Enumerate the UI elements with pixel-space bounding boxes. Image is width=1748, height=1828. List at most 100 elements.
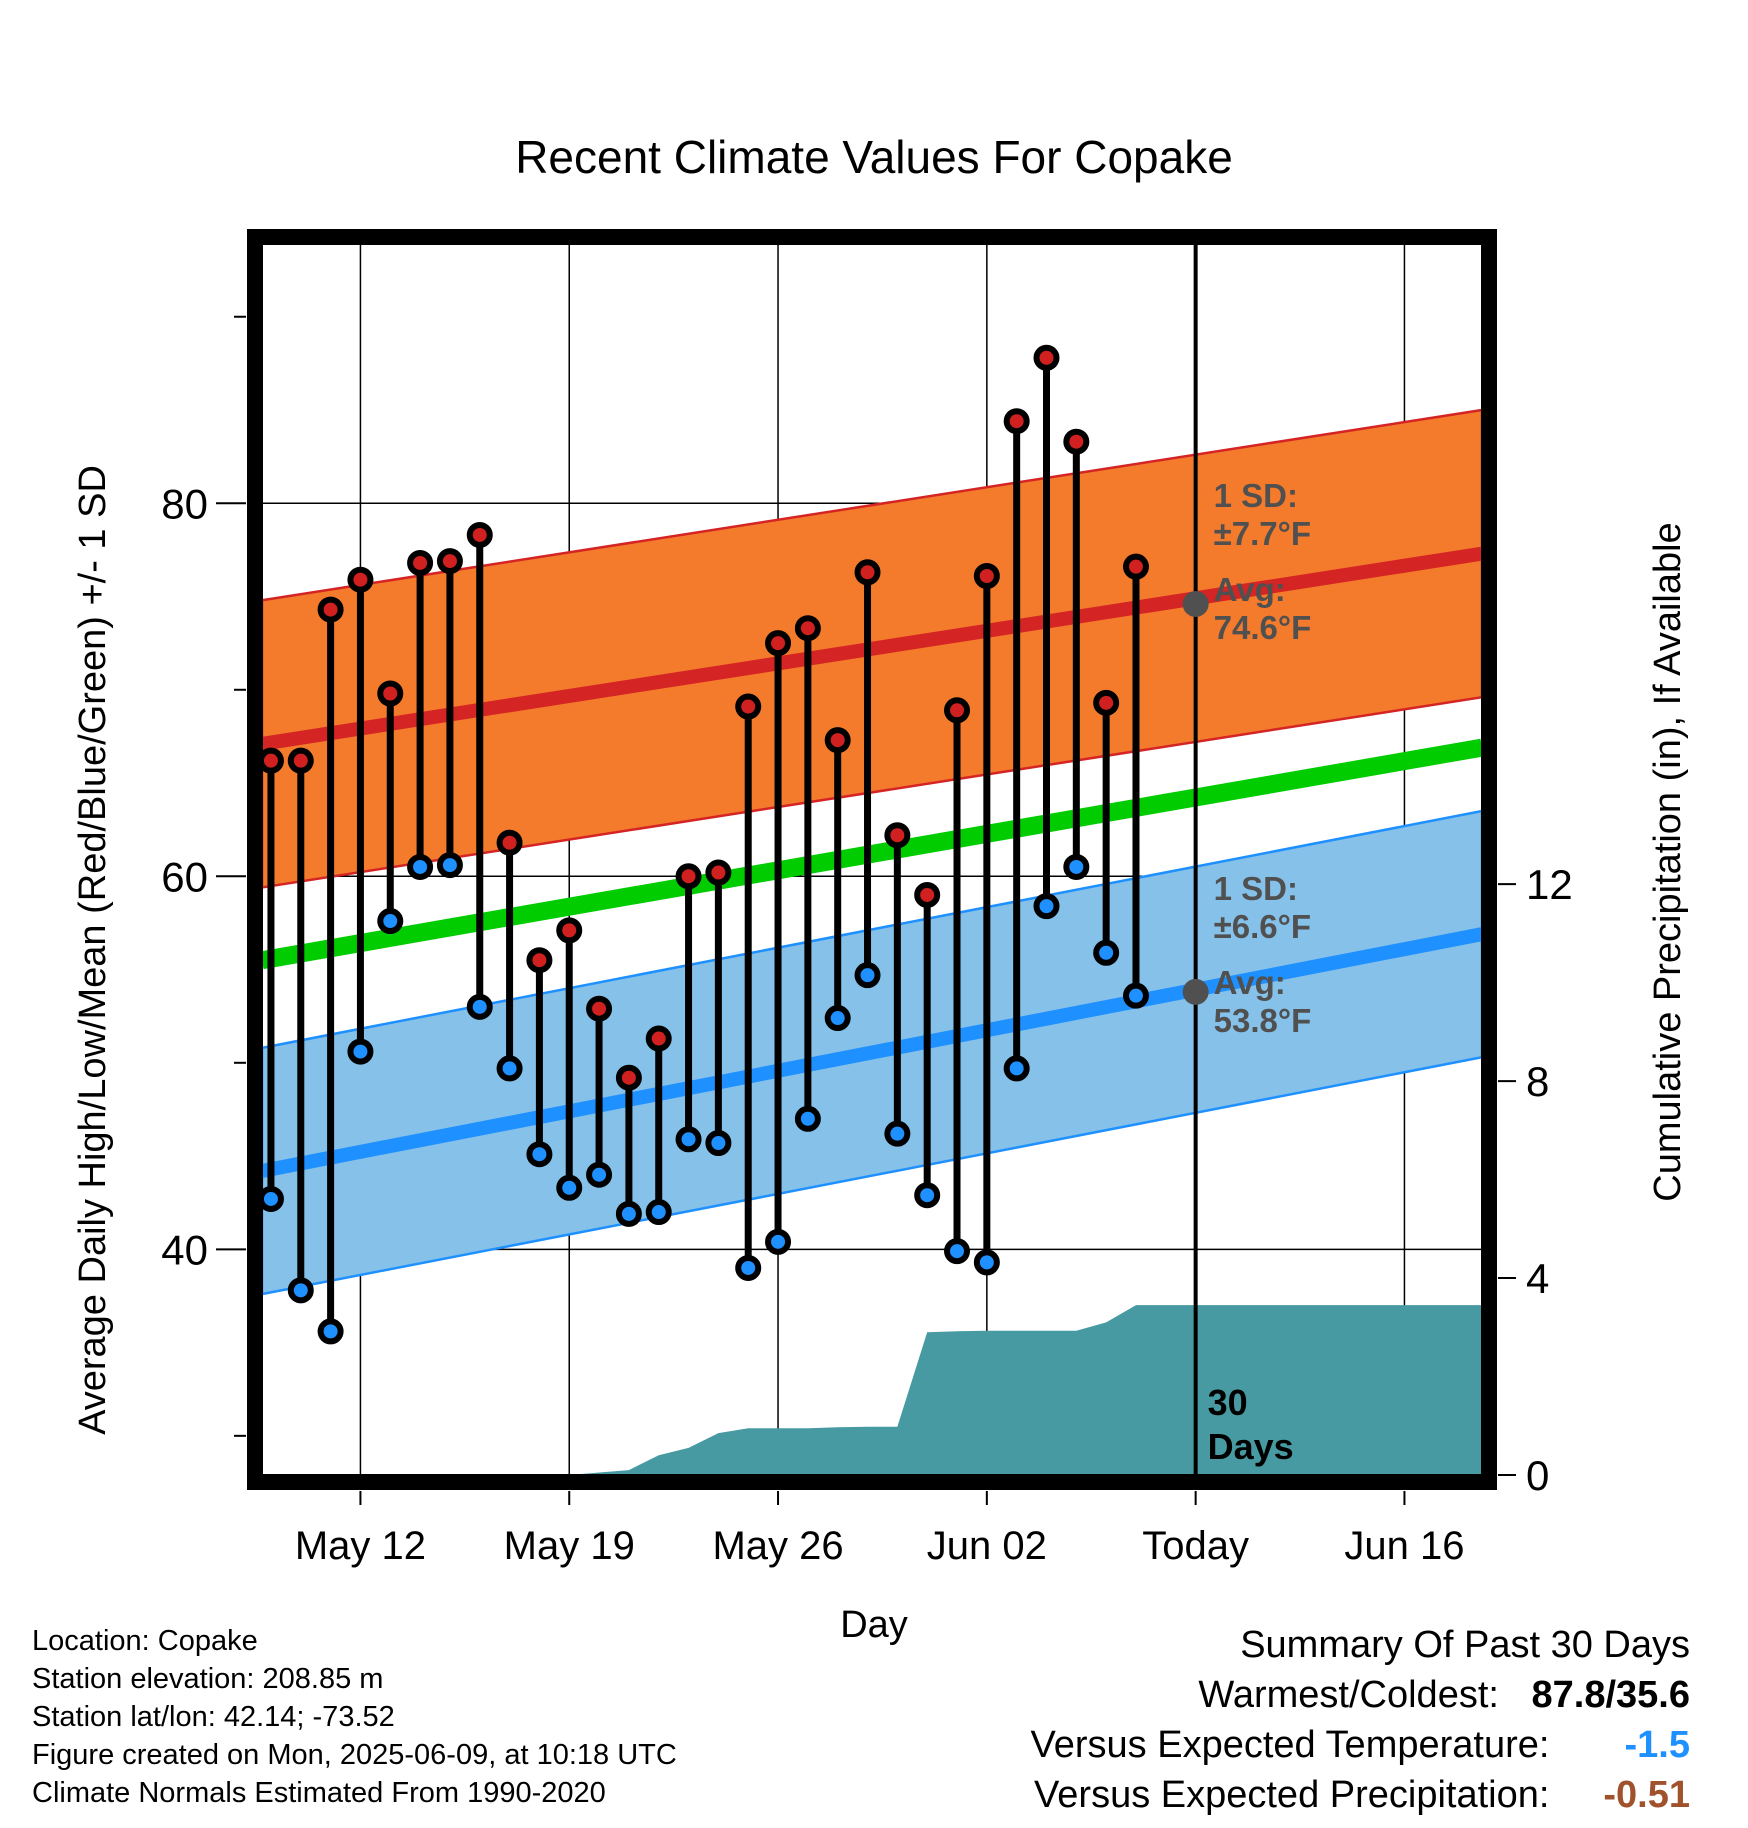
high-point (1003, 408, 1030, 435)
low-point (317, 1318, 344, 1345)
high-point (705, 859, 732, 886)
y-left-tick-label: 80 (161, 480, 208, 527)
high-point (854, 559, 881, 586)
low-point (526, 1141, 553, 1168)
low-point (645, 1199, 672, 1226)
low-point (944, 1238, 971, 1265)
high-point (615, 1064, 642, 1091)
y-right-tick-label: 0 (1526, 1452, 1549, 1499)
high-point (824, 727, 851, 754)
x-tick-label: May 12 (295, 1524, 426, 1568)
high-point (914, 881, 941, 908)
high-point (735, 693, 762, 720)
low-point (377, 908, 404, 935)
high-point (794, 615, 821, 642)
plot-frame (247, 229, 1497, 1490)
normal-mean-line (260, 738, 1484, 970)
y-right-tick-label: 4 (1526, 1255, 1549, 1302)
plot-border (247, 229, 1497, 1490)
low-point (466, 993, 493, 1020)
latlon-text: Station lat/lon: 42.14; -73.52 (32, 1701, 395, 1733)
low-point (556, 1174, 583, 1201)
location-text: Location: Copake (32, 1625, 258, 1657)
low-point (765, 1228, 792, 1255)
low-point (794, 1105, 821, 1132)
high-point (765, 630, 792, 657)
high-point (526, 947, 553, 974)
x-tick-label: Jun 16 (1344, 1524, 1464, 1568)
y-right-tick-label: 8 (1526, 1058, 1549, 1105)
high-point (436, 548, 463, 575)
elevation-text: Station elevation: 208.85 m (32, 1663, 384, 1695)
high-sd-label: 1 SD: ±7.7°F Avg: 74.6°F (1214, 477, 1312, 646)
low-point (1093, 939, 1120, 966)
high-point (496, 829, 523, 856)
today-low-avg-dot (1182, 978, 1209, 1005)
high-point (466, 521, 493, 548)
low-point (257, 1185, 284, 1212)
warm-cold-label: Warmest/Coldest: (1198, 1674, 1499, 1716)
cumulative-precip-area (270, 1305, 1482, 1475)
summary-precip: Versus Expected Precipitation: -0.51 (1031, 1770, 1690, 1820)
x-axis-label: Day (840, 1604, 908, 1646)
high-point (317, 596, 344, 623)
low-point (854, 962, 881, 989)
normals-text: Climate Normals Estimated From 1990-2020 (32, 1777, 606, 1809)
low-point (287, 1277, 314, 1304)
low-point (884, 1120, 911, 1147)
high-point (407, 549, 434, 576)
high-point (1122, 553, 1149, 580)
summary-warm-cold: Warmest/Coldest: 87.8/35.6 (1031, 1670, 1690, 1720)
today-marker: 1 SD: ±7.7°F Avg: 74.6°F 1 SD: ±6.6°F Avg: 53.8… (1182, 244, 1312, 1475)
high-point (287, 747, 314, 774)
y-left-tick-label: 40 (161, 1226, 208, 1273)
low-point (436, 852, 463, 879)
summary-title: Summary Of Past 30 Days (1240, 1624, 1690, 1666)
axes: 40 60 80 0 4 8 12 May 12 May 19 May 26 Jun 02 Today… (161, 315, 1573, 1568)
low-point (496, 1055, 523, 1082)
high-point (586, 995, 613, 1022)
y-axis-right-label: Cumulative Precipitation (in), If Availa… (1647, 522, 1689, 1201)
y-left-tick-label: 60 (161, 853, 208, 900)
high-point (675, 863, 702, 890)
temp-value: -1.5 (1624, 1724, 1690, 1766)
normal-high-line (260, 546, 1484, 751)
x-tick-label: May 19 (504, 1524, 635, 1568)
x-tick-label: May 26 (712, 1524, 843, 1568)
low-point (705, 1130, 732, 1157)
high-point (1063, 428, 1090, 455)
low-point (1033, 893, 1060, 920)
low-point (347, 1038, 374, 1065)
high-point (377, 680, 404, 707)
daily-points (257, 344, 1149, 1345)
daily-range-stems (267, 357, 1140, 1332)
low-point (407, 853, 434, 880)
today-high-avg-dot (1182, 590, 1209, 617)
low-point (675, 1126, 702, 1153)
normal-low-line (260, 927, 1484, 1178)
low-point (1122, 982, 1149, 1009)
high-point (1033, 344, 1060, 371)
high-point (645, 1025, 672, 1052)
high-point (257, 747, 284, 774)
high-point (944, 697, 971, 724)
chart-title: Recent Climate Values For Copake (515, 131, 1233, 183)
low-point (914, 1182, 941, 1209)
low-point (824, 1005, 851, 1032)
low-point (1003, 1055, 1030, 1082)
low-point (1063, 853, 1090, 880)
x-tick-label: Today (1142, 1524, 1249, 1568)
low-point (735, 1254, 762, 1281)
x-tick-label: Jun 02 (927, 1524, 1047, 1568)
low-point (615, 1200, 642, 1227)
high-point (973, 562, 1000, 589)
station-info: Location: Copake Station elevation: 208.… (32, 1622, 677, 1812)
high-point (1093, 689, 1120, 716)
summary-panel: Summary Of Past 30 Days Warmest/Coldest:… (1031, 1620, 1690, 1820)
y-axis-left-label: Average Daily High/Low/Mean (Red/Blue/Gr… (72, 465, 114, 1435)
today-30-days-label: 30 Days (1208, 1382, 1294, 1467)
high-point (347, 566, 374, 593)
warm-cold-value: 87.8/35.6 (1531, 1674, 1690, 1716)
precip-value: -0.51 (1603, 1774, 1690, 1816)
